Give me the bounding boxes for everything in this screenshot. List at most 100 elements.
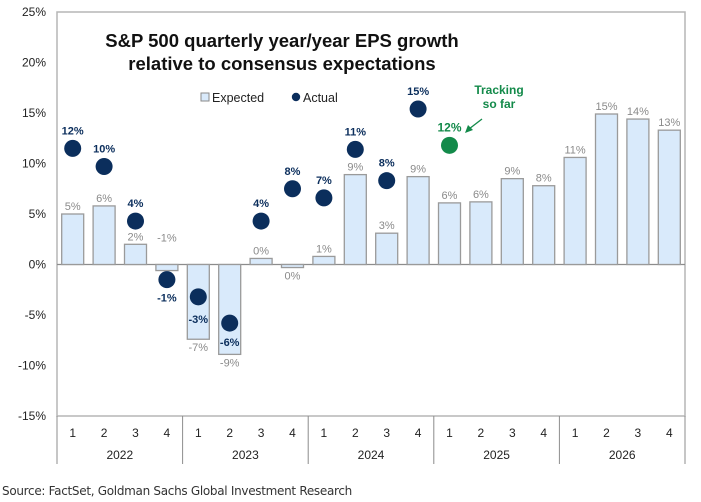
expected-bar-label: -1% — [157, 232, 177, 244]
actual-dot-label: 4% — [253, 198, 269, 210]
expected-bar-label: 14% — [627, 106, 649, 118]
quarter-label: 4 — [540, 426, 547, 440]
year-label: 2023 — [232, 448, 259, 462]
quarter-label: 3 — [635, 426, 642, 440]
quarter-label: 2 — [101, 426, 108, 440]
actual-dot — [409, 100, 427, 118]
expected-bar — [626, 118, 650, 266]
y-tick-label: -5% — [25, 308, 47, 322]
expected-bar-label: 13% — [658, 117, 680, 129]
quarter-label: 1 — [195, 426, 202, 440]
actual-dot — [189, 288, 207, 306]
expected-bar-label: 2% — [128, 231, 144, 243]
quarter-label: 2 — [603, 426, 610, 440]
expected-bar — [218, 263, 242, 356]
expected-bar — [437, 202, 462, 266]
tracking-arrowhead — [465, 125, 473, 133]
expected-bar-label: 11% — [564, 144, 585, 156]
quarter-label: 3 — [383, 426, 390, 440]
legend-expected-swatch — [200, 92, 210, 102]
expected-bar — [563, 156, 587, 266]
expected-bar-label: 9% — [410, 164, 426, 176]
tracking-arrow — [468, 118, 483, 130]
expected-labels: 5% 6% 2% -1% -7% -9% 0% 0% 1% 9% 3% 9% 6% 6% 9% 8% 11% 15… — [65, 101, 681, 369]
expected-bar-label: -9% — [220, 357, 240, 369]
quarter-label: 1 — [321, 426, 328, 440]
year-label: 2022 — [106, 448, 133, 462]
legend-actual-marker — [291, 92, 301, 102]
y-tick-label: 10% — [22, 157, 46, 171]
year-label: 2024 — [358, 448, 385, 462]
x-axis: 1 2 3 4 1 2 3 4 1 2 3 4 1 2 3 4 1 2 3 4 2022 2023 2024 2025 2026 — [56, 416, 686, 464]
actual-dot — [95, 158, 113, 176]
actual-dot-label: -3% — [189, 314, 209, 326]
expected-bar — [123, 243, 148, 266]
tracking-dot-label: 12% — [437, 120, 461, 134]
chart-title: S&P 500 quarterly year/year EPS growth r… — [105, 30, 458, 74]
actual-dot-label: 11% — [345, 126, 367, 138]
tracking-annotation: Tracking so far — [465, 83, 524, 133]
quarter-label: 4 — [289, 426, 296, 440]
expected-bars — [61, 113, 681, 356]
y-tick-label: 20% — [22, 56, 46, 70]
quarter-label: 3 — [509, 426, 516, 440]
source-note: Source: FactSet, Goldman Sachs Global In… — [2, 484, 352, 498]
legend-expected-label: Expected — [212, 91, 264, 105]
actual-dot — [315, 189, 333, 207]
expected-bar — [375, 232, 399, 266]
actual-labels: 12% 10% 4% -1% -3% -6% 4% 8% 7% 11% 8% 15% 12% — [62, 86, 462, 349]
expected-bar — [92, 205, 116, 266]
quarter-label: 1 — [69, 426, 76, 440]
actual-dot-label: 8% — [285, 166, 301, 178]
legend: Expected Actual — [200, 91, 338, 105]
expected-bar-label: 6% — [442, 190, 458, 202]
expected-bar-label: 5% — [65, 201, 81, 213]
actual-dot — [64, 139, 82, 157]
chart-title-line-2: relative to consensus expectations — [128, 53, 435, 74]
expected-bar — [61, 213, 85, 266]
year-label: 2026 — [609, 448, 636, 462]
quarter-label: 4 — [415, 426, 422, 440]
quarter-label: 1 — [572, 426, 579, 440]
actual-dot-label: 7% — [316, 175, 332, 187]
expected-bar — [469, 201, 493, 266]
expected-bar-label: 9% — [347, 162, 363, 174]
quarter-label: 3 — [132, 426, 139, 440]
actual-dot-label: 15% — [407, 86, 429, 98]
actual-dot-label: 10% — [93, 144, 115, 156]
tracking-annotation-line-2: so far — [483, 97, 516, 111]
actual-dot-label: -1% — [157, 293, 177, 305]
expected-bar-label: 0% — [253, 245, 269, 257]
expected-bar — [155, 263, 179, 272]
actual-dot — [252, 212, 270, 230]
quarter-label: 2 — [478, 426, 485, 440]
expected-bar-label: -7% — [189, 342, 209, 354]
quarter-label: 4 — [666, 426, 673, 440]
actual-dot — [158, 271, 176, 289]
expected-bar — [594, 113, 619, 266]
expected-bar — [249, 257, 273, 266]
actual-dot — [378, 172, 396, 190]
legend-actual-label: Actual — [303, 91, 338, 105]
expected-bar — [406, 175, 430, 266]
expected-bar — [280, 263, 305, 269]
y-axis: 25% 20% 15% 10% 5% 0% -5% -10% -15% — [18, 5, 46, 423]
quarter-label: 3 — [258, 426, 265, 440]
actual-dot-label: 4% — [128, 198, 144, 210]
expected-bar-label: 6% — [473, 189, 489, 201]
eps-growth-chart: 25%20%15%10%5%0%-5%-10%-15% 5%6%2% -1%-7%… — [18, 5, 686, 464]
actual-dot-label: 8% — [379, 158, 395, 170]
actual-dot — [346, 140, 364, 158]
expected-bar-label: 8% — [536, 173, 552, 185]
actual-dots — [64, 100, 458, 332]
y-tick-label: 0% — [29, 258, 47, 272]
expected-bar — [500, 177, 524, 266]
expected-bar — [657, 129, 681, 266]
expected-bar-label: 15% — [595, 101, 617, 113]
expected-bar-label: 6% — [96, 193, 112, 205]
expected-bar — [312, 255, 336, 266]
plot-frame — [56, 11, 686, 417]
expected-bar-label: 0% — [285, 271, 301, 283]
tracking-annotation-line-1: Tracking — [474, 83, 523, 97]
quarter-label: 2 — [352, 426, 359, 440]
